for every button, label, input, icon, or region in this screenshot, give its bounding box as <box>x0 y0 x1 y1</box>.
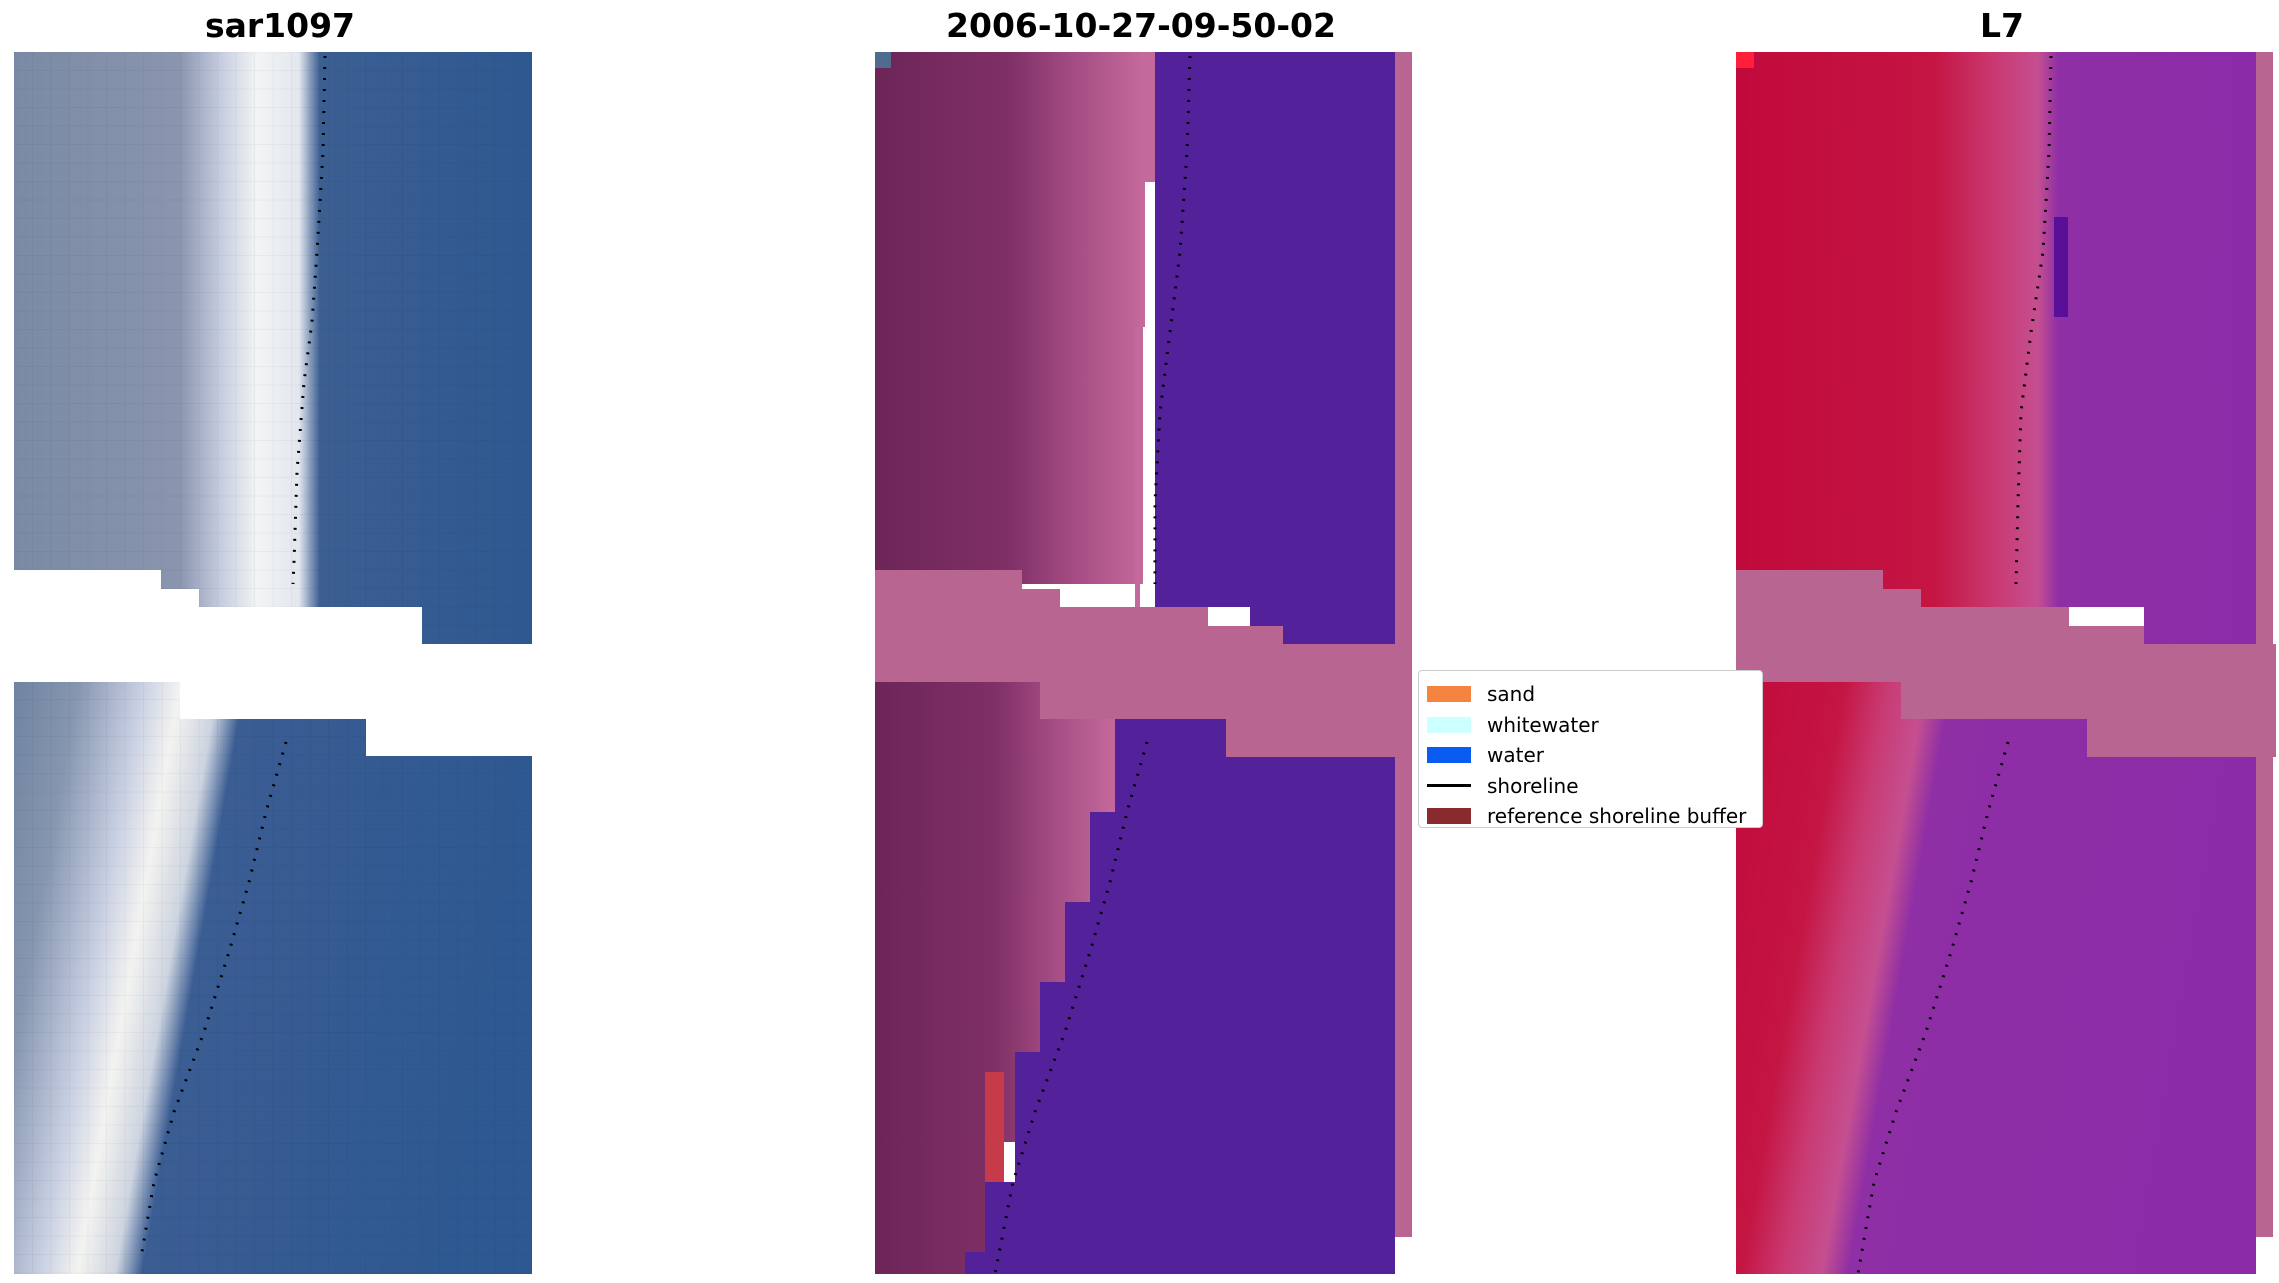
class-water-upper <box>1155 52 1395 644</box>
rgb-upper-tile <box>14 52 532 644</box>
classified-image-panel <box>875 52 1412 1274</box>
index-lower-tile <box>1736 682 2256 1274</box>
legend-item-water: water <box>1419 740 1762 771</box>
legend-item-reference-buffer: reference shoreline buffer <box>1419 801 1762 827</box>
legend-swatch-shoreline <box>1427 784 1471 788</box>
panel-title-classified: 2006-10-27-09-50-02 <box>946 6 1336 45</box>
legend: sand whitewater water shoreline referenc… <box>1418 670 1763 828</box>
reference-buffer-mark <box>985 1072 1004 1182</box>
class-water-lower <box>965 719 1395 1274</box>
legend-swatch-water <box>1427 747 1471 764</box>
class-nodata-band <box>875 570 1395 757</box>
legend-swatch-whitewater <box>1427 716 1471 733</box>
rgb-image-panel <box>14 52 532 1274</box>
legend-swatch-sand <box>1427 686 1471 703</box>
legend-item-sand: sand <box>1419 679 1762 710</box>
legend-item-shoreline: shoreline <box>1419 771 1762 802</box>
panel-title-rgb: sar1097 <box>204 6 356 45</box>
index-nodata-band <box>1736 570 2276 757</box>
rgb-lower-tile <box>14 682 532 1274</box>
index-image-panel <box>1736 52 2276 1274</box>
nodata-strip <box>1395 52 1412 1237</box>
panel-title-index: L7 <box>1980 6 2024 45</box>
legend-swatch-reference-buffer <box>1427 808 1471 825</box>
class-land-lower <box>875 682 1115 1274</box>
class-land-upper <box>875 52 1143 584</box>
index-upper-tile <box>1736 52 2256 644</box>
classified-shoreline <box>993 55 1192 1274</box>
legend-item-whitewater: whitewater <box>1419 710 1762 741</box>
